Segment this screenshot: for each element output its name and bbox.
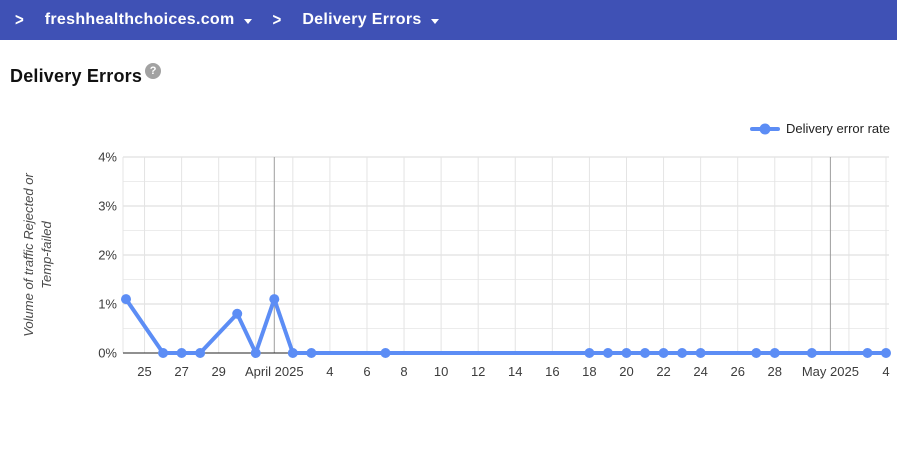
data-point[interactable] bbox=[287, 348, 298, 358]
data-point[interactable] bbox=[250, 348, 261, 358]
x-tick-label: 10 bbox=[434, 364, 448, 379]
top-nav-bar: > freshhealthchoices.com > Delivery Erro… bbox=[0, 0, 897, 40]
y-tick-label: 3% bbox=[98, 199, 117, 214]
legend-line-marker-icon bbox=[749, 123, 780, 134]
x-tick-label: 24 bbox=[693, 364, 707, 379]
x-tick-label: 16 bbox=[545, 364, 559, 379]
y-tick-label: 4% bbox=[98, 150, 117, 165]
data-point[interactable] bbox=[677, 348, 688, 358]
domain-selector[interactable]: freshhealthchoices.com bbox=[45, 11, 252, 29]
x-tick-label: 20 bbox=[619, 364, 633, 379]
y-tick-label: 1% bbox=[98, 297, 117, 312]
data-point[interactable] bbox=[158, 348, 169, 358]
x-tick-label: May 2025 bbox=[802, 364, 859, 379]
data-point[interactable] bbox=[621, 348, 632, 358]
breadcrumb-chevron-icon: > bbox=[15, 10, 24, 30]
chart-legend: Delivery error rate bbox=[749, 121, 890, 136]
report-selector-label: Delivery Errors bbox=[302, 11, 422, 28]
caret-down-icon bbox=[243, 18, 252, 24]
data-point[interactable] bbox=[306, 348, 317, 358]
page-title: Delivery Errors bbox=[10, 66, 143, 86]
x-tick-label: 26 bbox=[730, 364, 744, 379]
data-point[interactable] bbox=[269, 294, 280, 305]
y-axis-title: Temp-failed bbox=[39, 221, 54, 289]
data-point[interactable] bbox=[806, 348, 817, 358]
domain-selector-label: freshhealthchoices.com bbox=[44, 11, 235, 28]
data-point[interactable] bbox=[751, 348, 762, 358]
data-point[interactable] bbox=[176, 348, 187, 358]
data-point[interactable] bbox=[769, 348, 780, 358]
x-tick-label: 8 bbox=[400, 364, 407, 379]
data-point[interactable] bbox=[232, 308, 243, 319]
y-axis-title: Volume of traffic Rejected or bbox=[21, 173, 36, 337]
x-tick-label: 6 bbox=[363, 364, 370, 379]
x-tick-label: April 2025 bbox=[245, 364, 304, 379]
x-tick-label: 22 bbox=[656, 364, 670, 379]
x-tick-label: 28 bbox=[768, 364, 782, 379]
breadcrumb-chevron-icon: > bbox=[272, 10, 282, 30]
x-tick-label: 25 bbox=[137, 364, 151, 379]
x-tick-label: 27 bbox=[174, 364, 188, 379]
legend-label: Delivery error rate bbox=[785, 121, 890, 136]
data-point[interactable] bbox=[862, 348, 873, 358]
caret-down-icon bbox=[430, 18, 439, 24]
chart-container: 0% 1% 2% 3% 4% 25 27 29 April 2025 4 6 8 10 12 14 16 18 2… bbox=[0, 112, 897, 412]
data-point[interactable] bbox=[658, 348, 669, 358]
x-tick-label: 12 bbox=[471, 364, 485, 379]
delivery-errors-chart: 0% 1% 2% 3% 4% 25 27 29 April 2025 4 6 8 10 12 14 16 18 2… bbox=[21, 150, 891, 379]
data-point[interactable] bbox=[602, 348, 613, 358]
page-title-row: Delivery Errors ? bbox=[10, 63, 162, 87]
data-point[interactable] bbox=[121, 294, 131, 305]
y-tick-label: 0% bbox=[98, 346, 117, 361]
data-point[interactable] bbox=[380, 348, 391, 358]
series-line bbox=[124, 297, 888, 355]
data-point[interactable] bbox=[695, 348, 706, 358]
y-tick-label: 2% bbox=[98, 248, 117, 263]
x-tick-label: 4 bbox=[882, 364, 889, 379]
help-icon[interactable]: ? bbox=[145, 63, 162, 79]
x-tick-label: 29 bbox=[211, 364, 225, 379]
x-tick-label: 14 bbox=[508, 364, 522, 379]
data-point[interactable] bbox=[640, 348, 651, 358]
report-selector[interactable]: Delivery Errors bbox=[302, 11, 439, 29]
x-tick-label: 4 bbox=[326, 364, 333, 379]
data-point[interactable] bbox=[195, 348, 206, 358]
data-point[interactable] bbox=[881, 348, 891, 358]
data-point[interactable] bbox=[584, 348, 595, 358]
legend-dot-icon bbox=[759, 123, 771, 134]
x-tick-label: 18 bbox=[582, 364, 596, 379]
